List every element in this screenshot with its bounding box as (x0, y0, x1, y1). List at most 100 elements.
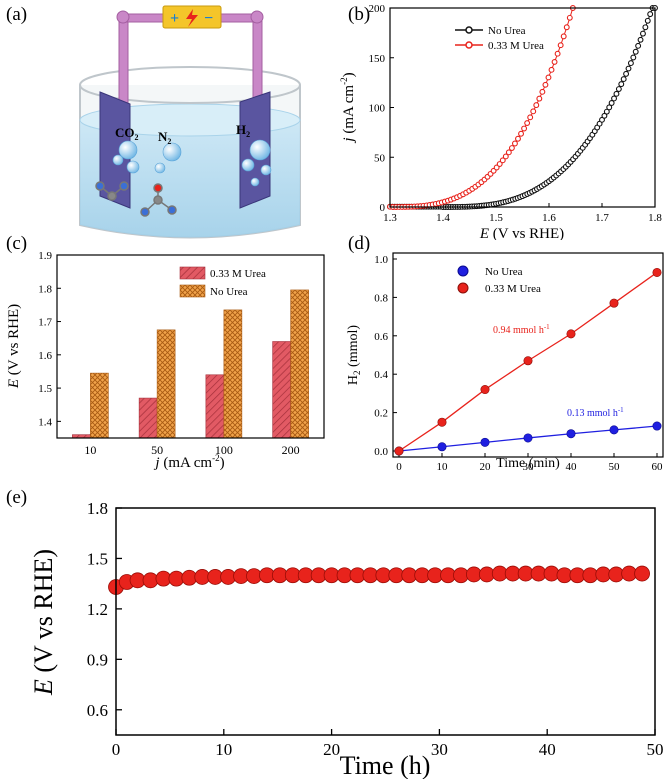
battery-minus: − (204, 10, 213, 27)
bar-no-urea-100 (223, 309, 243, 439)
stability-plot-frame (115, 507, 656, 736)
lsv-point-0 (623, 70, 630, 77)
lsv-point-0 (630, 54, 637, 61)
lsv-point-1 (502, 153, 509, 160)
h2-y-tick-label: 1.0 (374, 254, 388, 266)
stability-chart: 0 10 20 30 40 50 0.6 0.9 1.2 1.5 1.8 Time (h) E (V… (29, 500, 664, 779)
stability-points (108, 565, 650, 595)
h2-y-tick-label: 0.6 (374, 331, 388, 343)
stability-y-tick-label: 1.8 (87, 500, 108, 518)
legend-033m-urea: 0.33 M Urea (210, 268, 266, 280)
lsv-point-0 (613, 90, 620, 97)
lsv-legend: No Urea 0.33 M Urea (455, 25, 544, 52)
stability-x-tick-label: 10 (215, 740, 232, 759)
lsv-point-1 (563, 24, 570, 31)
battery-plus: + (170, 10, 179, 27)
lsv-point-0 (618, 81, 625, 88)
legend-033m-urea: 0.33 M Urea (488, 40, 544, 52)
h2-y-tick-label: 0.8 (374, 292, 388, 304)
h2-y-axis-label: H2 (mmol) (346, 325, 362, 385)
lsv-point-1 (511, 140, 518, 147)
h2-yield-chart: 0 10 20 30 40 50 60 0.0 0.2 0.4 0.6 0.8 1.0 Time (mi… (346, 252, 664, 473)
lsv-ticks: 1.3 1.4 1.5 1.6 1.7 1.8 0 50 100 150 200 (369, 3, 663, 224)
lsv-point-1 (508, 145, 515, 151)
gas-bubbles (112, 139, 272, 187)
h2-point-1 (480, 385, 490, 395)
lsv-x-tick-label: 1.5 (489, 212, 503, 224)
lsv-point-0 (637, 36, 644, 43)
h2-x-axis-label: Time (min) (496, 456, 560, 471)
lsv-y-tick-label: 50 (374, 152, 386, 164)
lsv-point-1 (533, 102, 540, 109)
lsv-point-0 (611, 95, 617, 102)
lsv-point-0 (640, 30, 646, 37)
annotation-red-rate: 0.94 mmol h-1 (493, 323, 550, 336)
lsv-point-0 (608, 100, 615, 106)
h2-series (394, 267, 662, 456)
h2-point-0 (523, 433, 533, 443)
lsv-point-1 (539, 88, 546, 95)
lsv-point-0 (644, 17, 651, 24)
lsv-point-1 (566, 14, 573, 21)
stability-y-axis-label: E (V vs RHE) (29, 549, 58, 696)
h2-point-0 (609, 425, 619, 435)
potential-bar-chart: 1.4 1.5 1.6 1.7 1.8 1.9 10 50 100 200 j (mA cm-2)… (6, 250, 325, 471)
panel-label-b: (b) (348, 4, 371, 25)
lsv-point-0 (601, 112, 608, 119)
lsv-point-1 (551, 58, 558, 65)
electrolyzer-schematic: + − CO2 N2 H2 (79, 5, 301, 239)
bar-plot-frame (56, 254, 325, 439)
lsv-x-axis-label: E (V vs RHE) (479, 226, 564, 240)
lsv-y-tick-label: 100 (369, 103, 386, 115)
stability-y-tick-label: 0.9 (87, 650, 108, 669)
bar-urea-100 (205, 374, 225, 439)
h2-x-tick-label: 40 (566, 461, 578, 473)
lsv-point-1 (557, 42, 564, 49)
stability-point (634, 565, 650, 582)
h2-legend: No Urea 0.33 M Urea (457, 265, 541, 295)
lsv-point-1 (527, 114, 534, 121)
lsv-x-tick-label: 1.6 (542, 212, 556, 224)
h2-x-tick-label: 60 (652, 461, 664, 473)
h2-x-tick-label: 10 (437, 461, 449, 473)
lsv-point-0 (603, 108, 610, 115)
rod-knob-left (116, 10, 130, 24)
h2-y-tick-label: 0.2 (374, 408, 388, 420)
lsv-point-0 (642, 24, 649, 31)
h2-point-0 (566, 429, 576, 439)
stability-y-tick-label: 1.2 (87, 600, 108, 619)
h2-x-tick-label: 0 (396, 461, 402, 473)
lsv-x-tick-label: 1.7 (595, 212, 609, 224)
lsv-point-1 (505, 149, 512, 156)
legend-033m-urea: 0.33 M Urea (485, 283, 541, 295)
h2-x-tick-label: 50 (609, 461, 621, 473)
h2-point-0 (652, 421, 662, 431)
lsv-point-1 (518, 130, 524, 137)
bar-no-urea-10 (90, 372, 109, 439)
lsv-point-0 (647, 11, 654, 18)
stability-ticks: 0 10 20 30 40 50 0.6 0.9 1.2 1.5 1.8 (87, 500, 664, 759)
h2-point-1 (566, 329, 576, 339)
species-co2: CO2 (115, 125, 139, 142)
lsv-y-tick-label: 0 (380, 202, 386, 214)
bar-no-urea-50 (156, 329, 176, 439)
h2-y-tick-label: 0.0 (374, 446, 388, 458)
lsv-x-tick-label: 1.4 (436, 212, 450, 224)
bar-x-tick-label: 50 (151, 443, 163, 457)
lsv-point-1 (521, 125, 528, 132)
h2-point-1 (437, 417, 447, 427)
bar-no-urea-200 (290, 289, 309, 439)
stability-x-tick-label: 30 (431, 740, 448, 759)
urea-molecules (95, 181, 177, 217)
stability-x-tick-label: 20 (323, 740, 340, 759)
h2-x-tick-label: 30 (523, 461, 535, 473)
lsv-line-0 (390, 7, 655, 208)
lsv-y-axis-label: j (mA cm-2) (339, 72, 357, 143)
bar-y-tick-label: 1.5 (38, 383, 52, 395)
lsv-point-0 (627, 60, 634, 67)
rod-knob-right (250, 10, 264, 24)
bar-x-tick-label: 200 (282, 443, 300, 457)
lsv-plot-frame (389, 7, 656, 208)
lsv-point-1 (545, 74, 552, 81)
anode-electrode (99, 91, 131, 209)
